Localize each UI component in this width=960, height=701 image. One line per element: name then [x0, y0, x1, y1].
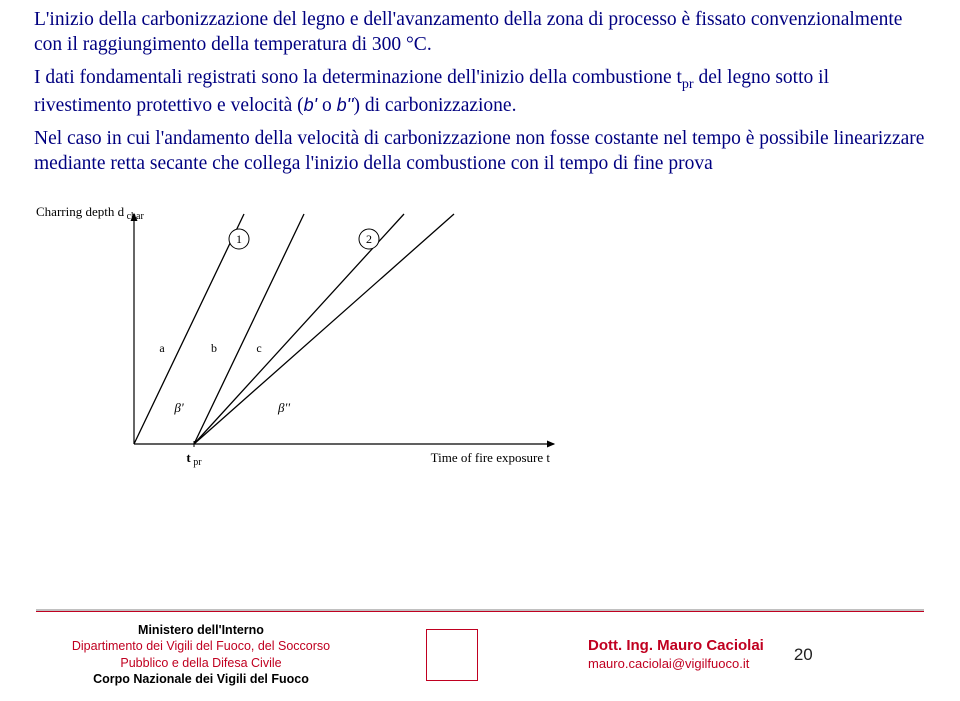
- paragraph-1: L'inizio della carbonizzazione del legno…: [34, 8, 926, 57]
- page-number: 20: [794, 645, 813, 665]
- p2-text-d: ) di carbonizzazione.: [354, 95, 517, 116]
- p2-var1: b': [304, 95, 317, 115]
- svg-text:1: 1: [236, 232, 242, 246]
- paragraph-2: I dati fondamentali registrati sono la d…: [34, 66, 926, 118]
- author-name: Dott. Ing. Mauro Caciolai: [588, 636, 764, 656]
- org-block: Ministero dell'Interno Dipartimento dei …: [36, 622, 366, 687]
- paragraph-3: Nel caso in cui l'andamento della veloci…: [34, 127, 926, 176]
- charring-chart: t pr Charring depth d char Time of fire ex…: [34, 194, 574, 484]
- footer: Ministero dell'Interno Dipartimento dei …: [0, 609, 960, 701]
- svg-text:Time of fire exposure t: Time of fire exposure t: [431, 450, 551, 465]
- svg-text:β': β': [173, 400, 183, 415]
- svg-text:t pr: t pr: [186, 450, 202, 468]
- footer-rule: [36, 609, 924, 612]
- svg-text:c: c: [256, 341, 261, 355]
- p2-text-a: I dati fondamentali registrati sono la d…: [34, 67, 682, 88]
- svg-text:Charring depth d char: Charring depth d char: [36, 204, 144, 222]
- author-block: Dott. Ing. Mauro Caciolai mauro.caciolai…: [588, 636, 764, 672]
- chart-container: t pr Charring depth d char Time of fire ex…: [34, 194, 960, 489]
- p2-text-c: o: [317, 95, 337, 116]
- author-email: mauro.caciolai@vigilfuoco.it: [588, 656, 764, 673]
- svg-text:a: a: [159, 341, 165, 355]
- svg-text:2: 2: [366, 232, 372, 246]
- svg-text:b: b: [211, 341, 217, 355]
- logo-placeholder: [426, 629, 478, 681]
- org-line-1: Ministero dell'Interno: [36, 622, 366, 638]
- org-line-2: Dipartimento dei Vigili del Fuoco, del S…: [36, 638, 366, 654]
- footer-row: Ministero dell'Interno Dipartimento dei …: [0, 622, 960, 701]
- svg-text:β'': β'': [277, 400, 290, 415]
- p2-sub: pr: [682, 77, 694, 92]
- org-line-3: Pubblico e della Difesa Civile: [36, 655, 366, 671]
- p2-var2: b'': [337, 95, 354, 115]
- content-area: L'inizio della carbonizzazione del legno…: [0, 0, 960, 176]
- org-line-4: Corpo Nazionale dei Vigili del Fuoco: [36, 671, 366, 687]
